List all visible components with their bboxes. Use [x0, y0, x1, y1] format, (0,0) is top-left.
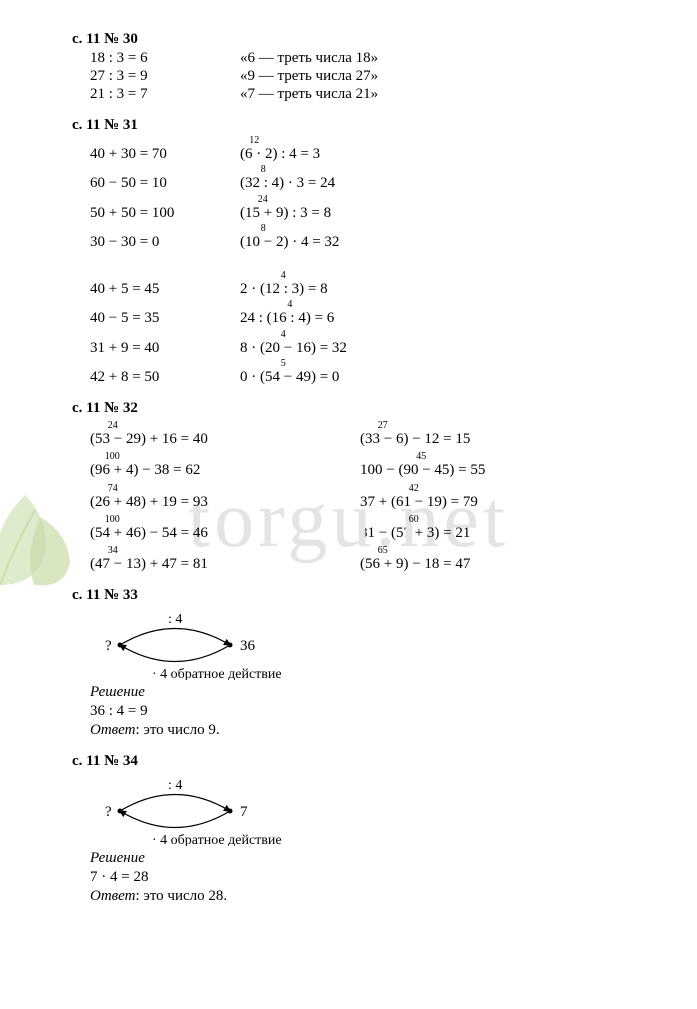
s30-row: 27 : 3 = 9 «9 — треть числа 27»: [72, 68, 697, 85]
solution-eq: 36 : 4 = 9: [90, 703, 697, 720]
s31-right: (10 8− 2) · 4 = 32: [240, 234, 339, 251]
s31-left: 60 − 50 = 10: [90, 175, 240, 192]
diagram-top-label: : 4: [168, 612, 182, 627]
s30-left: 27 : 3 = 9: [90, 68, 240, 85]
s32-row: (53 24− 29) + 16 = 40(33 27− 6) − 12 = 1…: [72, 431, 697, 448]
s30-right: «9 — треть числа 27»: [240, 68, 378, 85]
s31-right: 0 · (54 5− 49) = 0: [240, 369, 339, 386]
diagram-right-label: 36: [240, 638, 256, 654]
answer-line: Ответ: это число 28.: [90, 888, 697, 905]
s31-left: 42 + 8 = 50: [90, 369, 240, 386]
s32-left: (26 74+ 48) + 19 = 93: [90, 494, 360, 511]
section-title-31: с. 11 № 31: [72, 117, 697, 134]
s31-row: 60 − 50 = 10(32 8: 4) · 3 = 24: [72, 175, 697, 192]
s32-left: (53 24− 29) + 16 = 40: [90, 431, 360, 448]
answer-text: : это число 28.: [135, 888, 227, 904]
s31-right: (32 8: 4) · 3 = 24: [240, 175, 335, 192]
s31-row: 42 + 8 = 500 · (54 5− 49) = 0: [72, 369, 697, 386]
solution-label: Решение: [90, 850, 697, 867]
s32-row: (47 34− 13) + 47 = 81(56 65+ 9) − 18 = 4…: [72, 556, 697, 573]
s31-row: 30 − 30 = 0(10 8− 2) · 4 = 32: [72, 234, 697, 251]
s32-row: (54 100+ 46) − 54 = 4681 − (57 60+ 3) = …: [72, 525, 697, 542]
s30-left: 21 : 3 = 7: [90, 86, 240, 103]
s32-left: (47 34− 13) + 47 = 81: [90, 556, 360, 573]
s31-left: 40 − 5 = 35: [90, 310, 240, 327]
s30-right: «7 — треть числа 21»: [240, 86, 378, 103]
s30-left: 18 : 3 = 6: [90, 50, 240, 67]
s31-left: 31 + 9 = 40: [90, 340, 240, 357]
s31-left: 40 + 5 = 45: [90, 281, 240, 298]
section-title-33: с. 11 № 33: [72, 587, 697, 604]
solution-label: Решение: [90, 684, 697, 701]
s31-right: 24 : (16 4: 4) = 6: [240, 310, 334, 327]
s32-left: (54 100+ 46) − 54 = 46: [90, 525, 360, 542]
s31-row: 50 + 50 = 100(15 24+ 9) : 3 = 8: [72, 205, 697, 222]
diagram-34: ? 7 : 4 · 4 обратное действие: [90, 776, 697, 846]
section-title-34: с. 11 № 34: [72, 753, 697, 770]
s32-right: (33 27− 6) − 12 = 15: [360, 431, 470, 448]
answer-label: Ответ: [90, 888, 135, 904]
diagram-left-label: ?: [105, 638, 112, 654]
s31-right: (6 12· 2) : 4 = 3: [240, 146, 320, 163]
s32-right: 100 − (90 45− 45) = 55: [360, 462, 485, 479]
page: torgu.net с. 11 № 30 18 : 3 = 6 «6 — тре…: [0, 0, 697, 932]
answer-label: Ответ: [90, 722, 135, 738]
s32-right: (56 65+ 9) − 18 = 47: [360, 556, 470, 573]
s32-right: 37 + (61 42− 19) = 79: [360, 494, 478, 511]
s31-right: 8 · (20 4− 16) = 32: [240, 340, 347, 357]
s30-row: 21 : 3 = 7 «7 — треть числа 21»: [72, 86, 697, 103]
s31-row: 40 + 5 = 452 · (12 4: 3) = 8: [72, 281, 697, 298]
diagram-bottom-label: · 4 обратное действие: [152, 833, 282, 846]
s32-row: (26 74+ 48) + 19 = 9337 + (61 42− 19) = …: [72, 494, 697, 511]
s31-row: 31 + 9 = 408 · (20 4− 16) = 32: [72, 340, 697, 357]
s31-row: 40 − 5 = 3524 : (16 4: 4) = 6: [72, 310, 697, 327]
section-title-30: с. 11 № 30: [72, 31, 697, 48]
s31-left: 30 − 30 = 0: [90, 234, 240, 251]
s32-right: 81 − (57 60+ 3) = 21: [360, 525, 470, 542]
s30-right: «6 — треть числа 18»: [240, 50, 378, 67]
s31-left: 40 + 30 = 70: [90, 146, 240, 163]
diagram-bottom-label: · 4 обратное действие: [152, 667, 282, 680]
solution-eq: 7 · 4 = 28: [90, 869, 697, 886]
s30-row: 18 : 3 = 6 «6 — треть числа 18»: [72, 50, 697, 67]
answer-text: : это число 9.: [135, 722, 219, 738]
answer-line: Ответ: это число 9.: [90, 722, 697, 739]
s32-row: (96 100+ 4) − 38 = 62100 − (90 45− 45) =…: [72, 462, 697, 479]
s31-right: (15 24+ 9) : 3 = 8: [240, 205, 331, 222]
diagram-top-label: : 4: [168, 778, 182, 793]
s32-left: (96 100+ 4) − 38 = 62: [90, 462, 360, 479]
diagram-33-svg: ? 36 : 4 · 4 обратное действие: [90, 610, 330, 680]
diagram-34-svg: ? 7 : 4 · 4 обратное действие: [90, 776, 330, 846]
diagram-left-label: ?: [105, 804, 112, 820]
s31-right: 2 · (12 4: 3) = 8: [240, 281, 328, 298]
s31-left: 50 + 50 = 100: [90, 205, 240, 222]
diagram-right-label: 7: [240, 804, 248, 820]
s31-row: 40 + 30 = 70(6 12· 2) : 4 = 3: [72, 146, 697, 163]
diagram-33: ? 36 : 4 · 4 обратное действие: [90, 610, 697, 680]
section-title-32: с. 11 № 32: [72, 400, 697, 417]
